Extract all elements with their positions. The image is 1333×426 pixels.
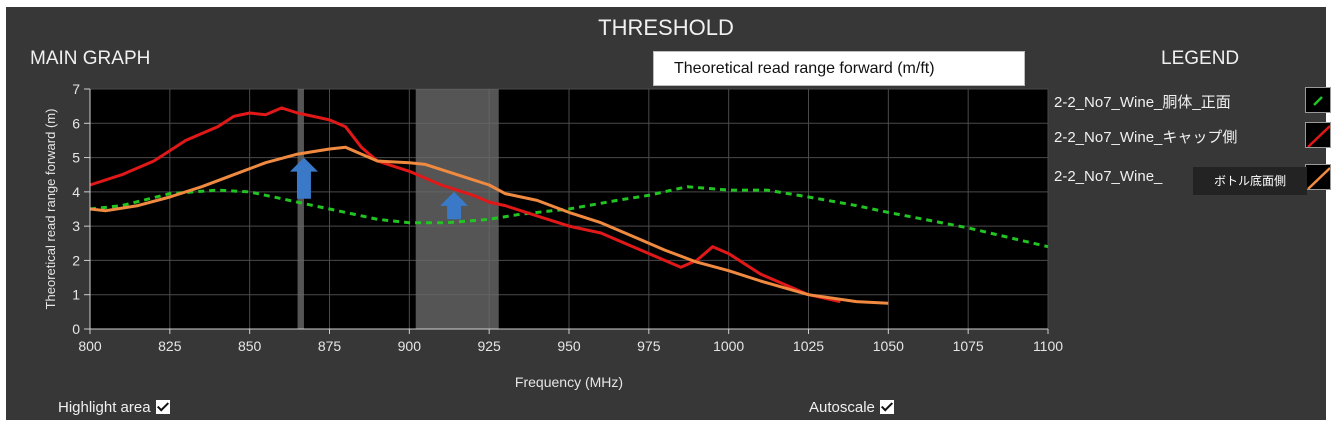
legend-swatch-red[interactable] xyxy=(1305,122,1331,148)
series-line xyxy=(89,145,889,305)
threshold-panel: THRESHOLD MAIN GRAPH Theoretical read ra… xyxy=(6,7,1331,420)
legend-label: 2-2_No7_Wine_胴体_正面 xyxy=(1054,94,1231,111)
autoscale-label: Autoscale xyxy=(809,399,875,416)
y-tick-label: 7 xyxy=(72,81,80,97)
arrow-up-marker xyxy=(440,191,469,220)
series-line xyxy=(89,185,1049,249)
legend-label: 2-2_No7_Wine_キャップ側 xyxy=(1054,129,1238,146)
legend-item-body-front: 2-2_No7_Wine_胴体_正面 xyxy=(1054,87,1331,115)
y-tick-label: 6 xyxy=(72,115,80,131)
legend-heading: LEGEND xyxy=(1161,48,1240,69)
x-tick-label: 1100 xyxy=(1033,338,1063,354)
arrow-up-marker xyxy=(289,157,318,199)
x-tick-label: 950 xyxy=(557,338,581,354)
highlight-area-checkbox[interactable] xyxy=(155,400,170,414)
x-tick-label: 1075 xyxy=(953,338,984,354)
x-tick-label: 1025 xyxy=(793,338,824,354)
page-title: THRESHOLD xyxy=(598,15,734,40)
legend-swatch-orange[interactable] xyxy=(1305,164,1331,190)
x-tick-label: 850 xyxy=(238,338,262,354)
y-tick-label: 4 xyxy=(72,184,80,200)
x-tick-label: 925 xyxy=(477,338,501,354)
y-tick-label: 3 xyxy=(72,218,80,234)
x-tick-label: 1050 xyxy=(873,338,904,354)
highlight-area-option: Highlight area xyxy=(58,399,170,416)
x-tick-label: 825 xyxy=(158,338,182,354)
legend-swatch-green[interactable] xyxy=(1305,87,1331,113)
y-tick-label: 5 xyxy=(72,150,80,166)
y-tick-label: 1 xyxy=(72,287,80,303)
series-line xyxy=(89,106,841,304)
highlight-area-label: Highlight area xyxy=(58,399,151,416)
y-tick-label: 2 xyxy=(72,252,80,268)
x-tick-label: 900 xyxy=(398,338,422,354)
y-axis-title: Theoretical read range forward (m) xyxy=(43,109,58,310)
main-chart: 800 825 850 875 900 925 950 975 1000 1025 1050 1075… xyxy=(43,81,1063,390)
main-graph-heading: MAIN GRAPH xyxy=(30,48,151,69)
metric-dropdown[interactable]: Theoretical read range forward (m/ft) xyxy=(653,51,1025,86)
autoscale-checkbox[interactable] xyxy=(879,400,894,414)
y-tick-label: 0 xyxy=(72,321,80,337)
highlight-band xyxy=(297,89,304,329)
x-axis-title: Frequency (MHz) xyxy=(515,374,623,390)
x-tick-label: 975 xyxy=(637,338,661,354)
legend-tooltip: ボトル底面側 xyxy=(1193,167,1307,195)
legend-item-bottom-side: 2-2_No7_Wine_ xyxy=(1054,164,1331,192)
legend-label: 2-2_No7_Wine_ xyxy=(1054,168,1163,185)
x-tick-label: 800 xyxy=(78,338,102,354)
x-tick-label: 875 xyxy=(318,338,342,354)
autoscale-option: Autoscale xyxy=(809,399,894,416)
x-tick-label: 1000 xyxy=(713,338,744,354)
legend-item-cap-side: 2-2_No7_Wine_キャップ側 xyxy=(1054,122,1331,150)
